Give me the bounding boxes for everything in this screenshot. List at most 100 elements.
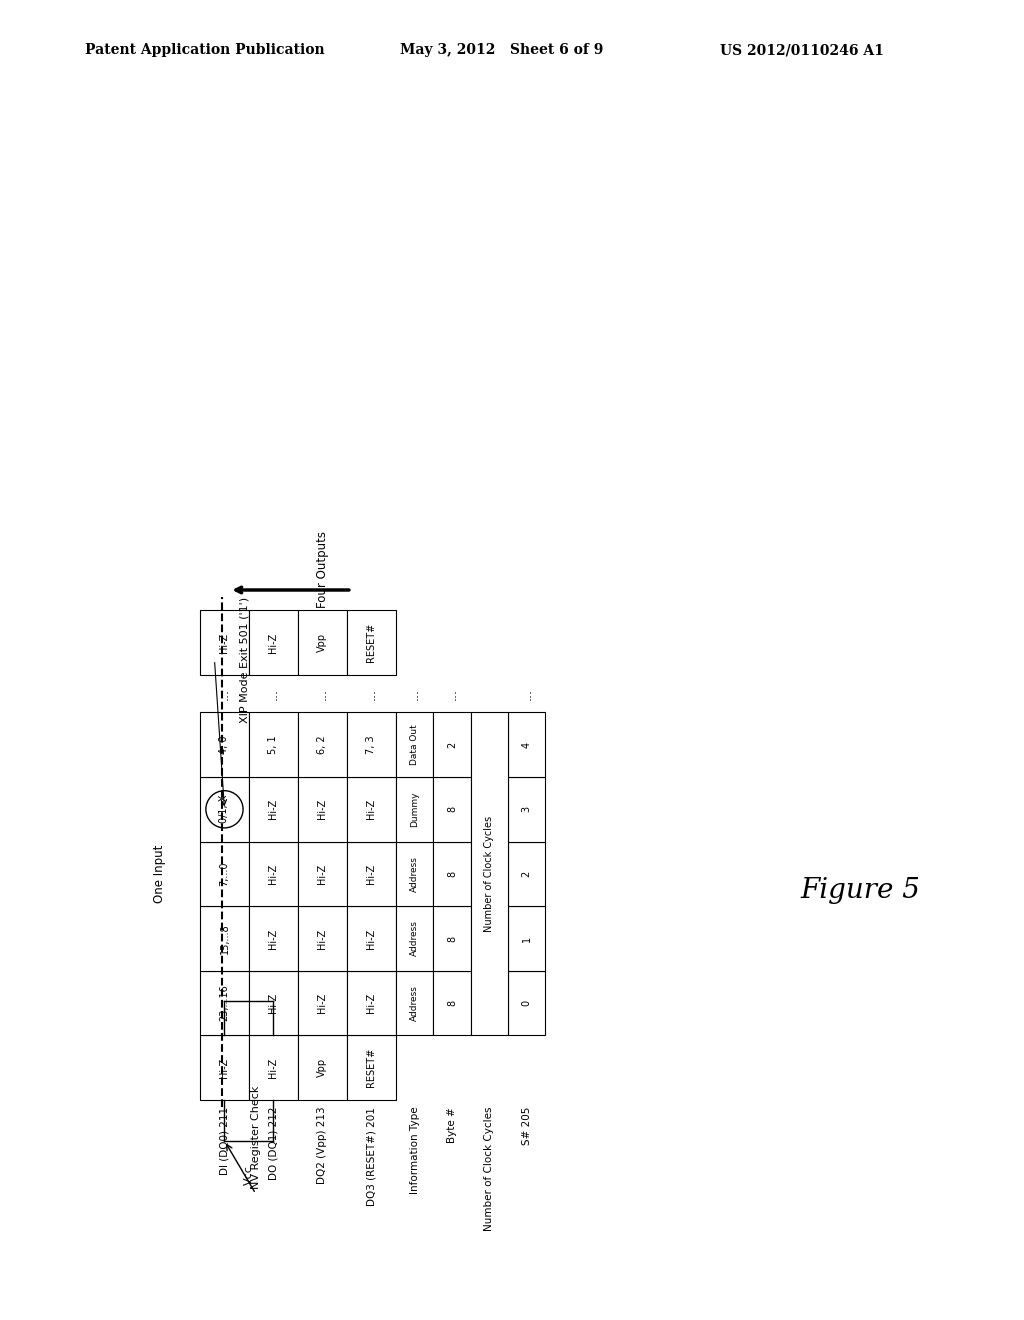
- Text: 7, 3: 7, 3: [367, 735, 377, 754]
- Text: Address: Address: [410, 920, 419, 957]
- Polygon shape: [433, 907, 471, 970]
- Text: Dummy: Dummy: [410, 792, 419, 828]
- Polygon shape: [200, 713, 249, 777]
- Text: Hi-Z: Hi-Z: [268, 799, 279, 820]
- Text: Number of Clock Cycles: Number of Clock Cycles: [484, 816, 495, 932]
- Text: 2: 2: [446, 742, 457, 748]
- Text: Hi-Z: Hi-Z: [317, 928, 328, 949]
- Polygon shape: [508, 713, 546, 777]
- Polygon shape: [200, 610, 249, 675]
- Text: One Input: One Input: [153, 845, 166, 903]
- Text: Hi-Z: Hi-Z: [268, 1057, 279, 1078]
- Polygon shape: [508, 777, 546, 842]
- Polygon shape: [200, 970, 249, 1035]
- Text: 2: 2: [522, 871, 531, 876]
- Polygon shape: [508, 907, 546, 970]
- Text: 8: 8: [446, 807, 457, 812]
- Polygon shape: [508, 842, 546, 907]
- Polygon shape: [396, 777, 433, 842]
- Text: 4, 0: 4, 0: [219, 735, 229, 754]
- Polygon shape: [508, 970, 546, 1035]
- Polygon shape: [433, 713, 471, 777]
- Text: ...: ...: [408, 688, 421, 700]
- Polygon shape: [298, 713, 347, 777]
- Polygon shape: [249, 842, 298, 907]
- Polygon shape: [249, 777, 298, 842]
- Polygon shape: [347, 970, 396, 1035]
- Polygon shape: [298, 610, 347, 675]
- Text: Hi-Z: Hi-Z: [317, 799, 328, 820]
- Text: 8: 8: [446, 871, 457, 876]
- Text: ...: ...: [445, 688, 459, 700]
- Polygon shape: [249, 610, 298, 675]
- Polygon shape: [298, 970, 347, 1035]
- Text: ...: ...: [218, 688, 231, 700]
- Text: 4: 4: [522, 742, 531, 747]
- Text: 0/1, X: 0/1, X: [219, 795, 229, 824]
- Text: RESET#: RESET#: [367, 1048, 377, 1088]
- Polygon shape: [347, 777, 396, 842]
- Text: Hi-Z: Hi-Z: [367, 928, 377, 949]
- Polygon shape: [298, 777, 347, 842]
- Text: Hi-Z: Hi-Z: [367, 993, 377, 1014]
- Text: Hi-Z: Hi-Z: [317, 863, 328, 884]
- Text: Byte #: Byte #: [446, 1106, 457, 1143]
- Polygon shape: [200, 907, 249, 970]
- Text: 15,...8: 15,...8: [219, 923, 229, 954]
- Text: DI (DQ0) 211: DI (DQ0) 211: [219, 1106, 229, 1175]
- Polygon shape: [433, 842, 471, 907]
- Polygon shape: [433, 970, 471, 1035]
- Polygon shape: [200, 842, 249, 907]
- Text: Figure 5: Figure 5: [800, 876, 920, 903]
- Text: 0: 0: [522, 1001, 531, 1006]
- Text: 5, 1: 5, 1: [268, 735, 279, 754]
- Text: Hi-Z: Hi-Z: [367, 799, 377, 820]
- Text: Hi-Z: Hi-Z: [268, 863, 279, 884]
- Text: US 2012/0110246 A1: US 2012/0110246 A1: [720, 44, 884, 57]
- Text: NV Register Check: NV Register Check: [251, 1085, 261, 1189]
- Polygon shape: [396, 970, 433, 1035]
- Text: RESET#: RESET#: [367, 623, 377, 663]
- Polygon shape: [347, 1035, 396, 1100]
- Text: Hi-Z: Hi-Z: [367, 863, 377, 884]
- Text: 3: 3: [522, 807, 531, 812]
- Polygon shape: [249, 970, 298, 1035]
- Text: 7,...0: 7,...0: [219, 862, 229, 886]
- Text: Vpp: Vpp: [317, 634, 328, 652]
- Polygon shape: [471, 713, 508, 1035]
- Polygon shape: [200, 1035, 249, 1100]
- Text: Information Type: Information Type: [410, 1106, 420, 1195]
- Text: Vcc: Vcc: [244, 1164, 254, 1185]
- Polygon shape: [298, 907, 347, 970]
- Text: 6, 2: 6, 2: [317, 735, 328, 754]
- Polygon shape: [347, 713, 396, 777]
- Text: Hi-Z: Hi-Z: [268, 993, 279, 1014]
- Text: ...: ...: [365, 688, 378, 700]
- Text: 8: 8: [446, 936, 457, 941]
- Text: Address: Address: [410, 855, 419, 892]
- Text: 23,...16: 23,...16: [219, 985, 229, 1022]
- Text: DO (DQ1) 212: DO (DQ1) 212: [268, 1106, 279, 1180]
- Text: DQ2 (Vpp) 213: DQ2 (Vpp) 213: [317, 1106, 328, 1184]
- Text: ...: ...: [315, 688, 329, 700]
- Polygon shape: [347, 610, 396, 675]
- Polygon shape: [249, 713, 298, 777]
- Text: 8: 8: [446, 1001, 457, 1006]
- Polygon shape: [396, 842, 433, 907]
- Polygon shape: [200, 777, 249, 842]
- Text: XIP Mode Exit 501 ('1'): XIP Mode Exit 501 ('1'): [240, 597, 250, 723]
- Polygon shape: [347, 907, 396, 970]
- Text: Address: Address: [410, 985, 419, 1022]
- Text: Hi-Z: Hi-Z: [219, 632, 229, 653]
- Text: Hi-Z: Hi-Z: [268, 928, 279, 949]
- Text: S# 205: S# 205: [522, 1106, 531, 1146]
- Polygon shape: [298, 842, 347, 907]
- Text: Data Out: Data Out: [410, 725, 419, 766]
- Polygon shape: [396, 713, 433, 777]
- Polygon shape: [396, 907, 433, 970]
- Polygon shape: [433, 777, 471, 842]
- Text: May 3, 2012   Sheet 6 of 9: May 3, 2012 Sheet 6 of 9: [400, 44, 603, 57]
- Text: Four Outputs: Four Outputs: [315, 531, 329, 609]
- Text: ...: ...: [267, 688, 280, 700]
- Text: Hi-Z: Hi-Z: [268, 632, 279, 653]
